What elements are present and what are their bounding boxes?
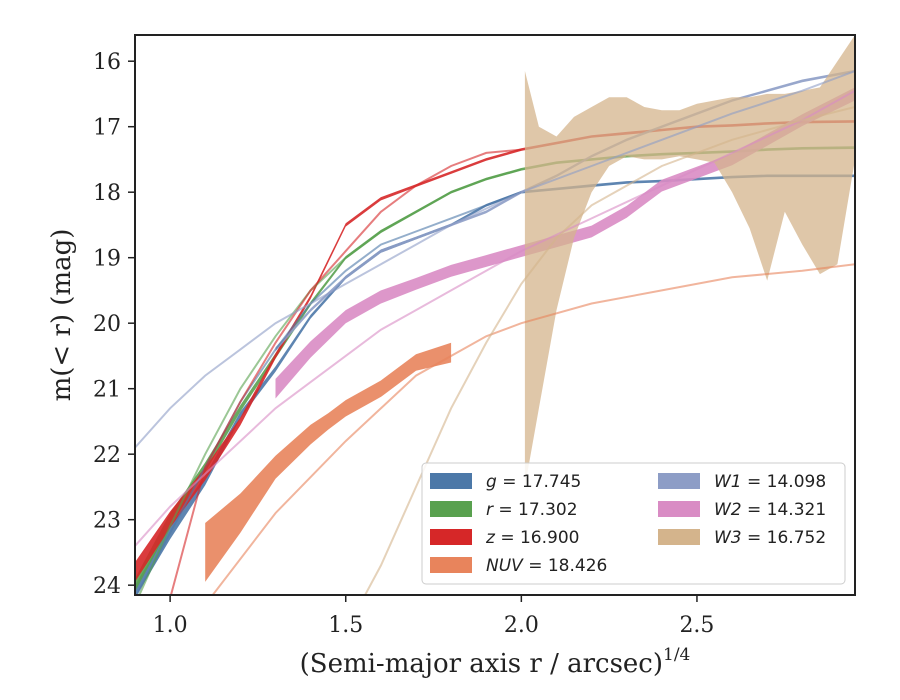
y-tick-label: 22 [93,443,121,468]
model-line-nuv [211,263,855,595]
band-w3 [524,35,855,487]
legend-label-z: z = 16.900 [485,528,579,548]
model-line-w3 [363,106,855,595]
y-tick-label: 20 [93,312,121,337]
legend-box [421,462,846,585]
y-tick-label: 16 [93,50,121,75]
y-axis-label: m(< r) (mag) [47,229,77,402]
plot-frame [134,34,856,596]
band-nuv [205,342,452,582]
legend-label-w3: W3 = 16.752 [714,528,826,548]
legend-label-r: r = 17.302 [486,500,578,520]
band-z [135,120,855,582]
y-tick-label: 23 [93,509,121,534]
x-tick-label: 2.0 [504,613,539,638]
legend-swatch-nuv [430,557,472,573]
plot-area [135,35,855,595]
x-tick-label: 1.0 [153,613,188,638]
x-axis-label: (Semi-major axis r / arcsec)1/4 [300,645,691,679]
axis-ticks: 16 17 18 19 20 21 22 23 24 1.0 1.5 2.0 2.5 [93,50,714,638]
legend-swatch-r [430,501,472,517]
x-tick-label: 2.5 [679,613,714,638]
legend-label-w1: W1 = 14.098 [714,472,826,492]
y-tick-label: 17 [93,116,121,141]
model-line-z [169,148,522,595]
model-line-r [138,168,522,595]
x-tick-label: 1.5 [328,613,363,638]
y-tick-label: 21 [93,378,121,403]
y-tick-label: 18 [93,181,121,206]
x-axis-label-power: 1/4 [663,645,690,665]
legend-swatch-w2 [658,501,700,517]
legend-swatch-g [430,473,472,489]
model-line-w2 [135,89,855,547]
y-tick-label: 19 [93,247,121,272]
legend-swatch-z [430,529,472,545]
x-axis-label-text: (Semi-major axis r / arcsec) [300,649,663,679]
legend-label-nuv: NUV = 18.426 [486,556,607,576]
legend-swatch-w3 [658,529,700,545]
legend-label-w2: W2 = 14.321 [714,500,826,520]
legend-label-g: g = 17.745 [486,472,581,492]
model-line-w1 [135,70,855,449]
y-tick-label: 24 [93,574,121,599]
legend-swatch-w1 [658,473,700,489]
legend: g = 17.745 r = 17.302 z = 16.900 NUV = 18.4… [421,462,846,585]
